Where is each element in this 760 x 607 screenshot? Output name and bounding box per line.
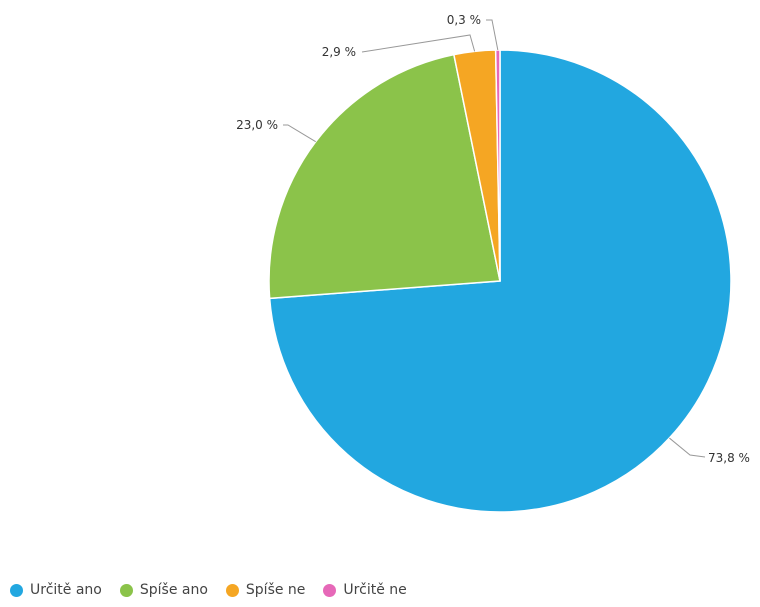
data-label-3: 0,3 % [447, 13, 481, 27]
legend-item-3[interactable]: Určitě ne [323, 582, 406, 598]
label-connector-2 [362, 35, 475, 52]
legend-swatch-2 [226, 584, 239, 597]
data-label-0: 73,8 % [708, 451, 750, 465]
legend-item-1[interactable]: Spíše ano [120, 582, 208, 598]
legend-swatch-1 [120, 584, 133, 597]
label-connector-0 [669, 438, 705, 457]
legend-swatch-3 [323, 584, 336, 597]
legend-label-0: Určitě ano [30, 582, 102, 598]
label-connector-1 [283, 125, 316, 142]
data-label-1: 23,0 % [236, 118, 278, 132]
legend-item-2[interactable]: Spíše ne [226, 582, 306, 598]
legend-label-3: Určitě ne [343, 582, 406, 598]
chart-legend: Určitě ano Spíše ano Spíše ne Určitě ne [10, 582, 425, 598]
legend-item-0[interactable]: Určitě ano [10, 582, 102, 598]
legend-swatch-0 [10, 584, 23, 597]
legend-label-1: Spíše ano [140, 582, 208, 598]
label-connector-3 [486, 20, 498, 50]
data-label-2: 2,9 % [322, 45, 356, 59]
legend-label-2: Spíše ne [246, 582, 306, 598]
